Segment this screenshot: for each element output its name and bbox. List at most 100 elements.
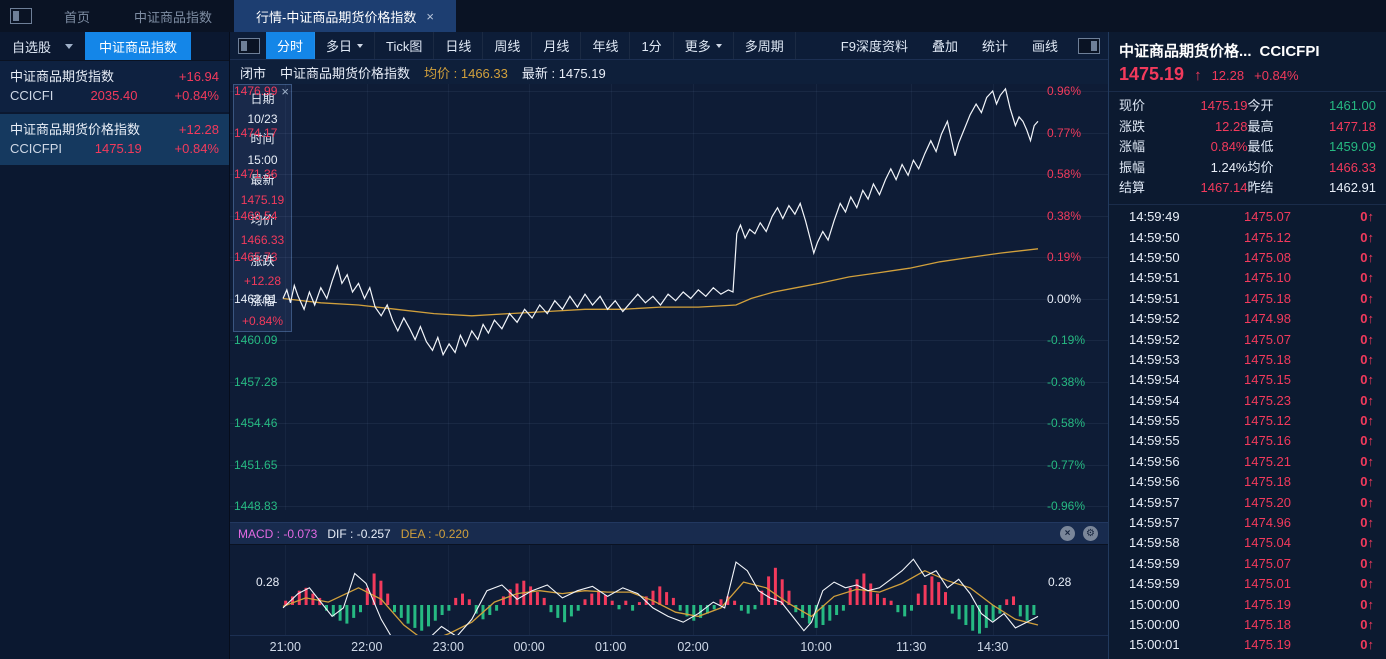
trade-row: 15:00:01 1475.19 0↑ — [1109, 635, 1386, 655]
toolbar-button-tick[interactable]: Tick图 — [375, 32, 435, 59]
trade-row: 14:59:50 1475.12 0↑ — [1109, 227, 1386, 247]
watchlist-item-ccicfi[interactable]: 中证商品期货指数 +16.94 CCICFI 2035.40 +0.84% — [0, 61, 229, 112]
toolbar-button-gengduo[interactable]: 更多 — [674, 32, 734, 59]
trade-price: 1475.07 — [1244, 555, 1291, 571]
trade-up-arrow-icon: ↑ — [1367, 351, 1375, 367]
toolbar-button-1min[interactable]: 1分 — [630, 32, 674, 59]
price-axis-label: 1468.54 — [234, 208, 278, 223]
macd-close-icon[interactable]: × — [1060, 526, 1075, 541]
price-axis-label: 1462.91 — [234, 291, 278, 306]
trade-row: 14:59:55 1475.16 0↑ — [1109, 431, 1386, 451]
toolbar-button-label: F9深度资料 — [840, 39, 908, 54]
trade-row: 14:59:53 1475.18 0↑ — [1109, 349, 1386, 369]
toolbar-button-f9[interactable]: F9深度资料 — [829, 32, 920, 59]
toolbar-button-diejia[interactable]: 叠加 — [920, 32, 970, 59]
macd-indicator-dif: DIF : -0.257 — [327, 526, 391, 541]
tooltip-value: 1475.19 — [240, 193, 285, 208]
trade-up-arrow-icon: ↑ — [1367, 331, 1375, 347]
trade-price: 1475.18 — [1244, 351, 1291, 367]
stat-label: 涨幅 — [1119, 139, 1146, 154]
collapse-right-icon[interactable] — [1078, 38, 1100, 54]
trade-time: 15:00:00 — [1129, 617, 1180, 632]
trade-row: 14:59:57 1475.20 0↑ — [1109, 492, 1386, 512]
toolbar-button-duori[interactable]: 多日 — [315, 32, 376, 59]
tab-quote-page[interactable]: 行情-中证商品期货价格指数 × — [234, 0, 456, 32]
trade-volume: 0↑ — [1360, 515, 1374, 530]
macd-chart[interactable]: 0.28 0.28 — [230, 545, 1108, 635]
watchlist-item-ccicfpi[interactable]: 中证商品期货价格指数 +12.28 CCICFPI 1475.19 +0.84% — [0, 114, 229, 165]
trade-row: 15:00:00 1475.18 0↑ — [1109, 614, 1386, 634]
toolbar-button-zhouxian[interactable]: 周线 — [483, 32, 533, 59]
main-chart[interactable]: × 日期 10/23 时间 15:00 最新 1475.19 均价 1466.33 涨跌 +12.… — [230, 84, 1108, 513]
trade-time: 14:59:52 — [1129, 311, 1180, 327]
trade-time: 14:59:53 — [1129, 351, 1180, 367]
trade-time: 14:59:50 — [1129, 229, 1180, 245]
percent-axis-label: -0.96% — [1047, 499, 1086, 513]
trade-time: 14:59:57 — [1129, 494, 1180, 510]
price-axis-label: 1451.65 — [234, 457, 278, 472]
tab-csi-commodity-index[interactable]: 中证商品指数 — [134, 9, 213, 25]
collapse-left-icon[interactable] — [238, 38, 260, 54]
trade-row: 14:59:51 1475.18 0↑ — [1109, 288, 1386, 308]
trade-volume-value: 0 — [1360, 392, 1368, 408]
trade-up-arrow-icon: ↑ — [1367, 392, 1375, 408]
tooltip-label: 最新 — [250, 172, 275, 187]
stat-label: 结算 — [1119, 180, 1146, 195]
tooltip-label: 日期 — [250, 92, 275, 106]
tooltip-close-icon[interactable]: × — [281, 84, 289, 99]
stat-value: 1461.00 — [1329, 98, 1376, 113]
trade-volume-value: 0 — [1360, 372, 1368, 388]
trade-volume: 0↑ — [1360, 454, 1374, 469]
trade-up-arrow-icon: ↑ — [1367, 372, 1375, 388]
gridline-vertical — [448, 84, 450, 510]
left-panel-toggle-icon[interactable] — [10, 8, 32, 24]
time-axis-label: 11:30 — [896, 640, 927, 654]
trade-volume-value: 0 — [1360, 515, 1368, 531]
percent-axis-label: 0.00% — [1047, 291, 1082, 306]
gridline-vertical — [529, 84, 531, 510]
toolbar-button-label: 分时 — [277, 39, 304, 54]
trade-price: 1475.21 — [1244, 453, 1291, 469]
watchlist-group-dropdown[interactable]: 自选股 — [0, 32, 85, 60]
toolbar-button-rixian[interactable]: 日线 — [434, 32, 484, 59]
gridline-vertical — [610, 84, 612, 510]
toolbar-button-tongji[interactable]: 统计 — [970, 32, 1020, 59]
trade-volume: 0↑ — [1360, 576, 1374, 591]
sidebar-tab-csi-commodity[interactable]: 中证商品指数 — [85, 32, 192, 60]
tooltip-label: 时间 — [250, 132, 275, 147]
trade-time: 15:00:00 — [1129, 596, 1180, 612]
trade-volume-value: 0 — [1360, 433, 1368, 449]
trade-time: 14:59:54 — [1129, 392, 1180, 408]
trade-row: 14:59:54 1475.15 0↑ — [1109, 370, 1386, 390]
price-axis-label: 1474.17 — [234, 125, 278, 140]
stat-value: 1467.14 — [1200, 180, 1248, 195]
trade-row: 14:59:52 1475.07 0↑ — [1109, 329, 1386, 349]
toolbar-button-duozhouqi[interactable]: 多周期 — [734, 32, 796, 59]
toolbar-button-nianxian[interactable]: 年线 — [581, 32, 631, 59]
market-status: 闭市 — [240, 65, 267, 81]
trade-volume: 0↑ — [1360, 352, 1374, 367]
toolbar-button-label: 叠加 — [931, 39, 958, 54]
toolbar-button-yuexian[interactable]: 月线 — [532, 32, 582, 59]
tooltip-value: 15:00 — [247, 152, 278, 167]
trade-up-arrow-icon: ↑ — [1367, 576, 1375, 592]
stat-label: 均价 — [1247, 159, 1274, 175]
toolbar-button-label: 周线 — [494, 39, 521, 54]
chart-toolbar: 分时 多日 Tick图 日线 周线 月线 年线 1分 更多 多周期 F9深度资料 叠加 统计 画线 — [230, 32, 1108, 60]
gridline-vertical — [911, 545, 913, 635]
macd-indicator-dea: DEA : -0.220 — [400, 526, 469, 541]
trade-price: 1475.08 — [1244, 249, 1291, 265]
toolbar-button-fenshi[interactable]: 分时 — [266, 32, 316, 59]
trade-volume-value: 0 — [1360, 637, 1368, 653]
trade-up-arrow-icon: ↑ — [1367, 311, 1375, 327]
trade-time: 14:59:56 — [1129, 453, 1180, 469]
trade-row: 14:59:55 1475.12 0↑ — [1109, 410, 1386, 430]
trade-volume: 0↑ — [1360, 209, 1374, 224]
macd-settings-gear-icon[interactable]: ⚙ — [1083, 526, 1098, 541]
time-and-sales-list[interactable]: 14:59:49 1475.07 0↑ 14:59:50 1475.12 0↑ 14:59:… — [1109, 203, 1386, 659]
trade-row: 14:59:56 1475.18 0↑ — [1109, 472, 1386, 492]
toolbar-button-huaxian[interactable]: 画线 — [1020, 32, 1070, 59]
trade-row: 14:59:59 1475.07 0↑ — [1109, 553, 1386, 573]
tab-home[interactable]: 首页 — [64, 9, 91, 25]
close-tab-icon[interactable]: × — [426, 8, 434, 24]
